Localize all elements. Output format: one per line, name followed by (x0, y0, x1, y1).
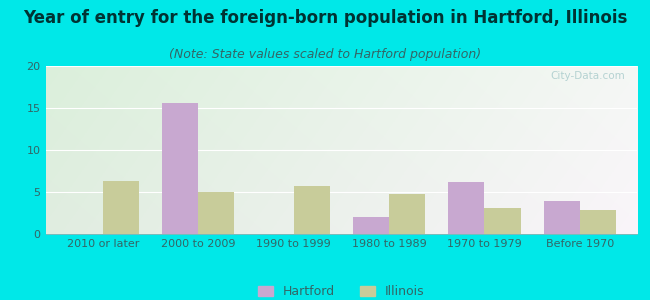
Bar (389, 194, 425, 234)
Bar (103, 181, 139, 234)
Text: (Note: State values scaled to Hartford population): (Note: State values scaled to Hartford p… (169, 48, 481, 61)
Bar (162, 103, 198, 234)
Bar (448, 182, 484, 234)
Text: Year of entry for the foreign-born population in Hartford, Illinois: Year of entry for the foreign-born popul… (23, 9, 627, 27)
Bar (543, 201, 580, 234)
Text: City-Data.com: City-Data.com (551, 71, 625, 81)
Bar (353, 217, 389, 234)
Bar (580, 210, 616, 234)
Legend: Hartford, Illinois: Hartford, Illinois (253, 280, 430, 300)
Bar (198, 192, 235, 234)
Bar (294, 186, 330, 234)
Bar (484, 208, 521, 234)
